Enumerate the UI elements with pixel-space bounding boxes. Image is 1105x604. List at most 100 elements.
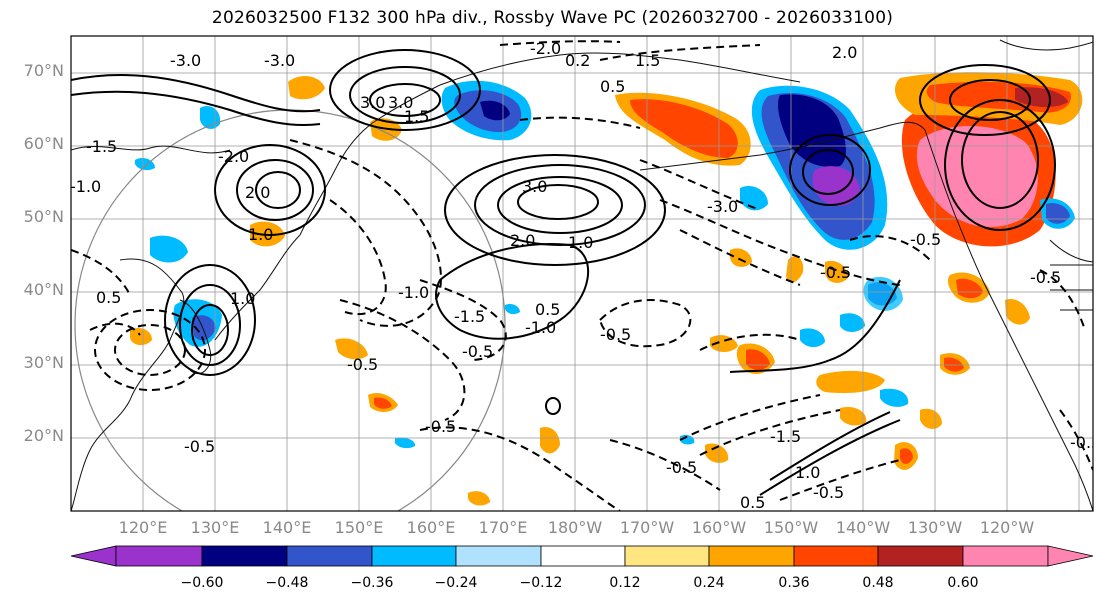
lon-label-140w: 140°W (835, 518, 891, 537)
lon-label-120w: 120°W (979, 518, 1035, 537)
graticule (71, 36, 1093, 511)
colorbar-bin-5 (540, 545, 626, 567)
colorbar-tick-label: −0.60 (180, 575, 224, 591)
contour-label: -2.0 (218, 147, 249, 166)
contour-label: -3.0 (264, 51, 295, 70)
anomaly-orange-21 (468, 491, 490, 506)
lon-label-150w: 150°W (763, 518, 819, 537)
contour-label: 1.5 (635, 51, 660, 70)
colorbar-bin-1 (201, 545, 288, 567)
colorbar-bin-2 (286, 545, 373, 567)
anomaly-orange-1 (288, 76, 325, 100)
contour-label: 1.5 (404, 107, 429, 126)
anomaly-navy-gulf (778, 94, 846, 167)
colorbar-bin-4 (455, 545, 542, 567)
contour-label: 1.0 (248, 225, 273, 244)
colorbar-extend-low (70, 545, 117, 567)
contour-label: -1.0 (70, 177, 101, 196)
negative-contours (71, 40, 1093, 511)
contour-label: -1.0 (398, 283, 429, 302)
lon-label-170e: 170°E (478, 518, 528, 537)
shaded-anomalies (130, 72, 1083, 506)
anomaly-navy-kamchatka (480, 100, 510, 121)
anomaly-orange-20 (705, 443, 729, 463)
anomaly-orange-19 (920, 408, 942, 429)
colorbar (70, 545, 1094, 567)
lon-label-170w: 170°W (619, 518, 675, 537)
contour-label: 1.0 (795, 463, 820, 482)
lon-label-120e: 120°E (118, 518, 168, 537)
anomaly-blue-12 (880, 388, 909, 407)
lon-label-180w: 180°W (547, 518, 603, 537)
colorbar-bin-3 (371, 545, 457, 567)
colorbar-tick-label: −0.48 (265, 575, 309, 591)
colorbar-tick-label: −0.24 (434, 575, 478, 591)
anomaly-blue-10 (395, 437, 416, 449)
contour-label: -3.0 (170, 51, 201, 70)
anomaly-orange-12 (1005, 298, 1030, 325)
colorbar-extend-high (1047, 545, 1094, 567)
lat-label-40n: 40°N (23, 280, 64, 299)
colorbar-bin-8 (793, 545, 879, 567)
colorbar-tick-label: 0.24 (693, 575, 725, 591)
anomaly-orange-18 (840, 406, 867, 426)
anomaly-blue-11 (505, 303, 520, 315)
colorbar-bin-7 (708, 545, 795, 567)
lon-label-130w: 130°W (907, 518, 963, 537)
contour-label: 3.0 (388, 93, 413, 112)
anomaly-red-aleutian (630, 99, 738, 158)
lon-label-150e: 150°E (334, 518, 384, 537)
contour-labels: 3.0 2.0 1.0 1.5 0.5 -0.5 -1.0 -1.5 -2.0 … (70, 39, 1093, 512)
contour-label: 0.5 (740, 493, 765, 512)
anomaly-purple-gulf (812, 166, 860, 206)
anomaly-orange-9 (816, 370, 885, 394)
anomaly-blue-7 (800, 328, 825, 348)
anomaly-orange-14 (540, 426, 560, 454)
contour-label: 0.2 (565, 51, 590, 70)
anomaly-blue-4 (863, 276, 903, 311)
contour-label: -1.5 (770, 427, 801, 446)
contour-label: 0.5 (535, 300, 560, 319)
lon-label-140e: 140°E (262, 518, 312, 537)
contour-label: -0.5 (666, 458, 697, 477)
lon-label-130e: 130°E (190, 518, 240, 537)
anomaly-blue-9 (135, 157, 155, 171)
colorbar-tick-label: 0.36 (778, 575, 810, 591)
anomaly-blue-1 (150, 235, 188, 263)
contour-label: -0.5 (1030, 268, 1061, 287)
colorbar-bin-6 (624, 545, 710, 567)
colorbar-tick-label: 0.12 (609, 575, 641, 591)
lon-label-160e: 160°E (406, 518, 456, 537)
contour-label: -0.5 (813, 483, 844, 502)
contour-label: -0.5 (462, 342, 493, 361)
anomaly-orange-5 (335, 338, 368, 360)
contour-label: -0.5 (910, 230, 941, 249)
contour-label: 2.0 (832, 43, 857, 62)
anomaly-orange-16 (786, 256, 804, 283)
contour-label: -0.5 (820, 263, 851, 282)
contour-label: -0.5 (184, 437, 215, 456)
anomaly-orange-4 (130, 328, 152, 346)
contour-label: -1.5 (454, 307, 485, 326)
contour-label: -2.0 (530, 39, 561, 58)
contour-label: 2.0 (245, 183, 270, 202)
anomaly-royal-japan (192, 315, 216, 341)
colorbar-bin-0 (115, 545, 203, 567)
anomaly-orange-15 (730, 248, 752, 267)
colorbar-tick-label: 0.48 (862, 575, 894, 591)
contour-label: -0.5 (347, 355, 378, 374)
contour-label: 3.0 (360, 93, 385, 112)
lat-label-70n: 70°N (23, 61, 64, 80)
contour-label: 0.5 (96, 288, 121, 307)
contour-label: 0.5 (600, 77, 625, 96)
contour-label: -3.0 (707, 197, 738, 216)
contour-label: 3.0 (522, 177, 547, 196)
contour-label: -1.5 (86, 137, 117, 156)
contour-label: 1.0 (568, 233, 593, 252)
contour-label: 1.0 (230, 289, 255, 308)
coastlines (71, 39, 1093, 511)
lat-label-60n: 60°N (23, 134, 64, 153)
anomaly-orange-17 (825, 260, 848, 283)
contour-label: 2.0 (510, 231, 535, 250)
